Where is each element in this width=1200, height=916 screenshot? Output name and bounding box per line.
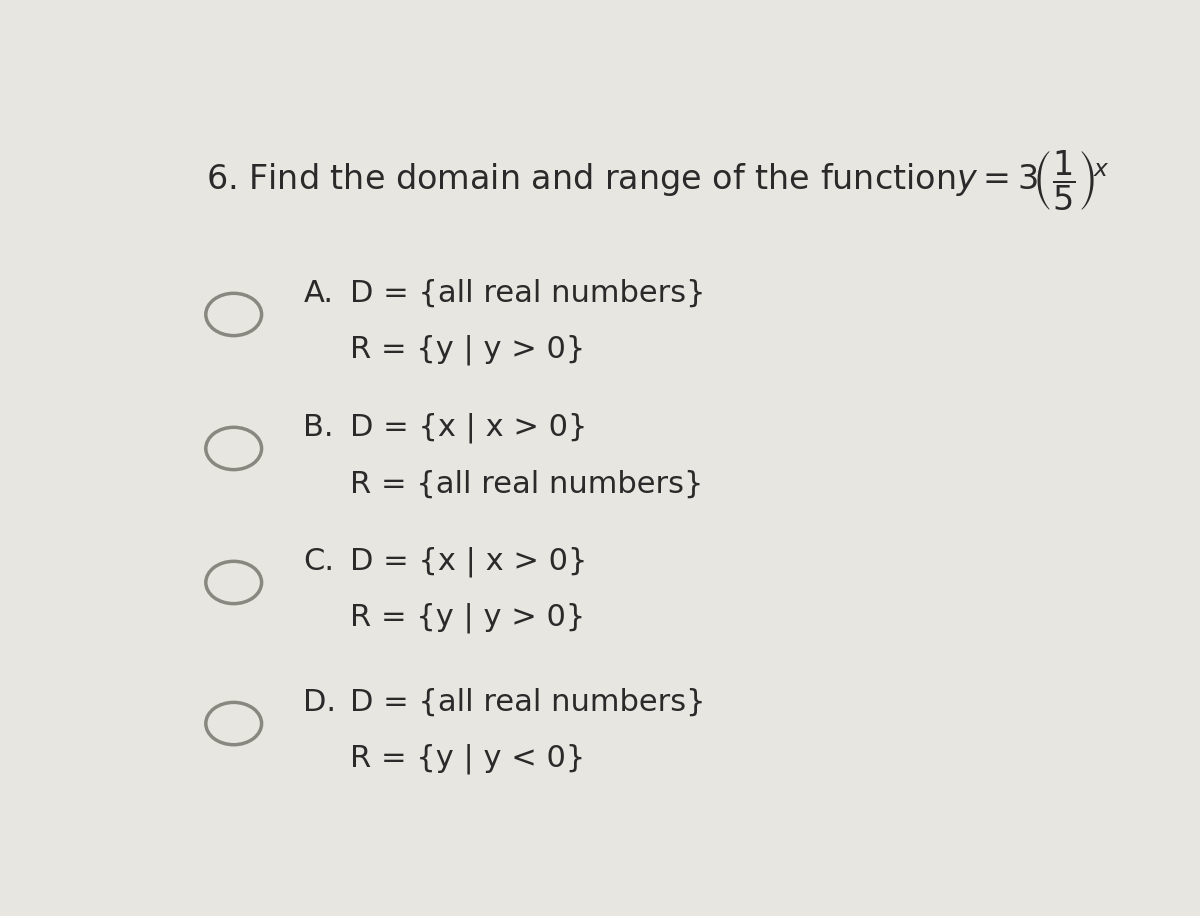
Text: R = {y | y < 0}: R = {y | y < 0} xyxy=(350,744,586,774)
Text: D.: D. xyxy=(304,688,336,717)
Text: B.: B. xyxy=(304,413,334,442)
Text: D = {x | x > 0}: D = {x | x > 0} xyxy=(350,412,587,442)
Text: R = {y | y > 0}: R = {y | y > 0} xyxy=(350,334,586,365)
Text: 6. Find the domain and range of the function$y = 3\!\left(\dfrac{1}{5}\right)^{\: 6. Find the domain and range of the func… xyxy=(206,148,1110,213)
Text: C.: C. xyxy=(304,547,335,576)
Text: D = {all real numbers}: D = {all real numbers} xyxy=(350,688,706,717)
Text: R = {y | y > 0}: R = {y | y > 0} xyxy=(350,603,586,633)
Text: A.: A. xyxy=(304,278,334,308)
Text: R = {all real numbers}: R = {all real numbers} xyxy=(350,469,703,498)
Text: D = {all real numbers}: D = {all real numbers} xyxy=(350,278,706,308)
Text: D = {x | x > 0}: D = {x | x > 0} xyxy=(350,546,587,576)
